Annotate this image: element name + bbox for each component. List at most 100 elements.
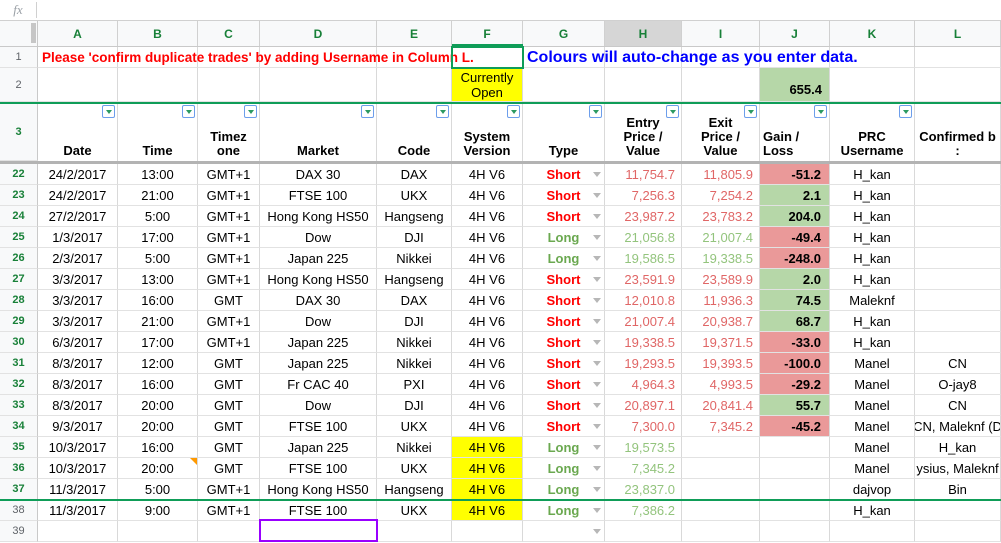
- cell-C23[interactable]: GMT+1: [198, 185, 260, 206]
- cell-C26[interactable]: GMT+1: [198, 248, 260, 269]
- cell-A26[interactable]: 2/3/2017: [38, 248, 118, 269]
- row-header-22[interactable]: 22: [0, 164, 38, 185]
- cell-C34[interactable]: GMT: [198, 416, 260, 437]
- filter-icon-H[interactable]: [666, 105, 679, 118]
- cell-G27[interactable]: Short: [523, 269, 605, 290]
- cell-I28[interactable]: 11,936.3: [682, 290, 760, 311]
- cell-K31[interactable]: Manel: [830, 353, 915, 374]
- cell-C1[interactable]: [198, 47, 260, 68]
- cell-G34[interactable]: Short: [523, 416, 605, 437]
- cell-E28[interactable]: DAX: [377, 290, 452, 311]
- cell-C27[interactable]: GMT+1: [198, 269, 260, 290]
- type-dropdown-icon[interactable]: [593, 340, 601, 345]
- cell-K23[interactable]: H_kan: [830, 185, 915, 206]
- cell-J30[interactable]: -33.0: [760, 332, 830, 353]
- type-dropdown-icon[interactable]: [593, 319, 601, 324]
- cell-C32[interactable]: GMT: [198, 374, 260, 395]
- column-header-J[interactable]: J: [760, 21, 830, 46]
- cell-I29[interactable]: 20,938.7: [682, 311, 760, 332]
- cell-I34[interactable]: 7,345.2: [682, 416, 760, 437]
- cell-G29[interactable]: Short: [523, 311, 605, 332]
- cell-H24[interactable]: 23,987.2: [605, 206, 682, 227]
- cell-D23[interactable]: FTSE 100: [260, 185, 377, 206]
- cell-J36[interactable]: [760, 458, 830, 479]
- cell-F39[interactable]: [452, 521, 523, 542]
- cell-F25[interactable]: 4H V6: [452, 227, 523, 248]
- row-header-37[interactable]: 37: [0, 479, 38, 500]
- column-header-C[interactable]: C: [198, 21, 260, 46]
- cell-D3[interactable]: Market: [260, 104, 377, 161]
- cell-F29[interactable]: 4H V6: [452, 311, 523, 332]
- type-dropdown-icon[interactable]: [593, 508, 601, 513]
- cell-L23[interactable]: [915, 185, 1001, 206]
- cell-L31[interactable]: CN: [915, 353, 1001, 374]
- cell-J39[interactable]: [760, 521, 830, 542]
- cell-G33[interactable]: Short: [523, 395, 605, 416]
- column-header-H[interactable]: H: [605, 21, 682, 46]
- cell-J23[interactable]: 2.1: [760, 185, 830, 206]
- cell-L26[interactable]: [915, 248, 1001, 269]
- cell-E35[interactable]: Nikkei: [377, 437, 452, 458]
- cell-I33[interactable]: 20,841.4: [682, 395, 760, 416]
- cell-L24[interactable]: [915, 206, 1001, 227]
- type-dropdown-icon[interactable]: [593, 382, 601, 387]
- cell-A22[interactable]: 24/2/2017: [38, 164, 118, 185]
- cell-F24[interactable]: 4H V6: [452, 206, 523, 227]
- filter-icon-C[interactable]: [244, 105, 257, 118]
- cell-E36[interactable]: UKX: [377, 458, 452, 479]
- cell-H35[interactable]: 19,573.5: [605, 437, 682, 458]
- cell-D24[interactable]: Hong Kong HS50: [260, 206, 377, 227]
- formula-input[interactable]: [37, 0, 1001, 20]
- cell-A36[interactable]: 10/3/2017: [38, 458, 118, 479]
- cell-G22[interactable]: Short: [523, 164, 605, 185]
- cell-F36[interactable]: 4H V6: [452, 458, 523, 479]
- cell-E24[interactable]: Hangseng: [377, 206, 452, 227]
- cell-D26[interactable]: Japan 225: [260, 248, 377, 269]
- cell-D38[interactable]: FTSE 100: [260, 500, 377, 521]
- cell-D35[interactable]: Japan 225: [260, 437, 377, 458]
- cell-K35[interactable]: Manel: [830, 437, 915, 458]
- column-header-F[interactable]: F: [452, 21, 523, 46]
- cell-D33[interactable]: Dow: [260, 395, 377, 416]
- cell-C33[interactable]: GMT: [198, 395, 260, 416]
- cell-K24[interactable]: H_kan: [830, 206, 915, 227]
- cell-J24[interactable]: 204.0: [760, 206, 830, 227]
- row-header-27[interactable]: 27: [0, 269, 38, 290]
- cell-H39[interactable]: [605, 521, 682, 542]
- cell-H33[interactable]: 20,897.1: [605, 395, 682, 416]
- column-header-D[interactable]: D: [260, 21, 377, 46]
- column-header-K[interactable]: K: [830, 21, 915, 46]
- cell-D25[interactable]: Dow: [260, 227, 377, 248]
- cell-F26[interactable]: 4H V6: [452, 248, 523, 269]
- cell-F32[interactable]: 4H V6: [452, 374, 523, 395]
- cell-K22[interactable]: H_kan: [830, 164, 915, 185]
- cell-G39[interactable]: [523, 521, 605, 542]
- cell-F38[interactable]: 4H V6: [452, 500, 523, 521]
- type-dropdown-icon[interactable]: [593, 193, 601, 198]
- cell-E34[interactable]: UKX: [377, 416, 452, 437]
- cell-K29[interactable]: H_kan: [830, 311, 915, 332]
- cell-B38[interactable]: 9:00: [118, 500, 198, 521]
- cell-J25[interactable]: -49.4: [760, 227, 830, 248]
- row-header-33[interactable]: 33: [0, 395, 38, 416]
- type-dropdown-icon[interactable]: [593, 235, 601, 240]
- type-dropdown-icon[interactable]: [593, 487, 601, 492]
- cell-E29[interactable]: DJI: [377, 311, 452, 332]
- cell-B31[interactable]: 12:00: [118, 353, 198, 374]
- cell-D30[interactable]: Japan 225: [260, 332, 377, 353]
- cell-F33[interactable]: 4H V6: [452, 395, 523, 416]
- cell-F34[interactable]: 4H V6: [452, 416, 523, 437]
- cell-I32[interactable]: 4,993.5: [682, 374, 760, 395]
- cell-K27[interactable]: H_kan: [830, 269, 915, 290]
- cell-G30[interactable]: Short: [523, 332, 605, 353]
- cell-L2[interactable]: [915, 68, 1001, 102]
- row-header-39[interactable]: 39: [0, 521, 38, 542]
- cell-B22[interactable]: 13:00: [118, 164, 198, 185]
- cell-D37[interactable]: Hong Kong HS50: [260, 479, 377, 500]
- cell-A3[interactable]: Date: [38, 104, 118, 161]
- cell-J26[interactable]: -248.0: [760, 248, 830, 269]
- cell-B23[interactable]: 21:00: [118, 185, 198, 206]
- cell-L1[interactable]: [915, 47, 1001, 68]
- cell-K32[interactable]: Manel: [830, 374, 915, 395]
- cell-L28[interactable]: [915, 290, 1001, 311]
